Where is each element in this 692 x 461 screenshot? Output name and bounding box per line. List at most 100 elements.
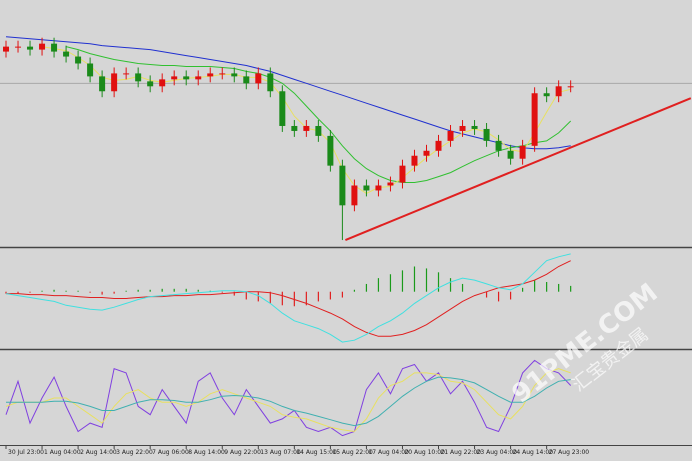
x-tick-label: 27 Aug 23:00	[549, 449, 590, 456]
candle-body	[315, 125, 322, 136]
x-tick-label: 23 Aug 04:00	[477, 449, 518, 456]
histogram-bar	[17, 291, 19, 294]
histogram-bar	[413, 266, 416, 292]
candle-body	[75, 56, 82, 64]
x-tick-label: 30 Jul 23:00	[8, 449, 44, 456]
histogram-bar	[53, 289, 55, 292]
histogram-bar	[329, 291, 331, 300]
candle-body	[363, 185, 370, 191]
candle-body	[267, 73, 274, 92]
x-tick-label: 24 Aug 14:00	[513, 449, 554, 456]
histogram-bar	[377, 278, 380, 292]
x-tick-label: 8 Aug 14:00	[188, 449, 225, 456]
histogram-bar	[389, 274, 392, 292]
histogram-bar	[281, 291, 283, 306]
histogram-bar	[341, 291, 343, 298]
candle-body	[183, 76, 190, 80]
histogram-bar	[401, 270, 404, 292]
candle-body	[195, 76, 202, 80]
histogram-bar	[425, 268, 428, 292]
candle-body	[159, 79, 166, 87]
histogram-bar	[233, 291, 235, 296]
histogram-bar	[365, 283, 368, 292]
candle-body	[111, 73, 118, 92]
x-tick-label: 7 Aug 06:00	[152, 449, 189, 456]
x-tick-label: 2 Aug 14:00	[80, 449, 117, 456]
histogram-bar	[173, 288, 175, 292]
indicator-line	[5, 359, 572, 437]
histogram-bar	[41, 290, 43, 292]
histogram-bar	[509, 291, 512, 300]
indicator-line	[5, 253, 571, 343]
histogram-bar	[461, 283, 464, 292]
candle-body	[471, 125, 478, 129]
histogram-bar	[449, 278, 452, 292]
candle-body	[423, 150, 430, 156]
histogram-bar	[29, 291, 31, 293]
candle-body	[435, 140, 442, 151]
candle-body	[555, 86, 562, 97]
candle-body	[123, 73, 130, 75]
candle-body	[27, 46, 34, 50]
histogram-bar	[353, 289, 356, 292]
candle-body	[207, 73, 214, 77]
histogram-bar	[125, 290, 127, 292]
candle-body	[387, 182, 394, 186]
candle-body	[147, 81, 154, 87]
histogram-bar	[149, 289, 151, 292]
histogram-bar	[65, 290, 67, 292]
candle-body	[99, 76, 106, 92]
histogram-bar	[570, 285, 572, 292]
histogram-bar	[497, 291, 500, 302]
candle-body	[483, 128, 490, 141]
histogram-bar	[293, 291, 295, 307]
candle-body	[3, 46, 10, 52]
histogram-bar	[317, 291, 319, 302]
histogram-bar	[5, 291, 7, 294]
candle-body	[39, 43, 46, 50]
candle-body	[507, 150, 514, 159]
x-tick-label: 21 Aug 22:00	[441, 449, 482, 456]
x-tick-label: 17 Aug 04:00	[368, 449, 409, 456]
candle-body	[567, 86, 574, 88]
histogram-bar	[269, 291, 271, 304]
candle-body	[171, 76, 178, 80]
candle-body	[135, 73, 142, 82]
histogram-bar	[137, 289, 139, 292]
candle-body	[327, 135, 334, 166]
candle-body	[375, 185, 382, 191]
candle-body	[339, 165, 346, 206]
x-tick-label: 13 Aug 07:00	[260, 449, 301, 456]
candle-body	[519, 145, 526, 159]
histogram-bar	[185, 288, 187, 292]
histogram-bar	[485, 291, 488, 298]
trendline	[345, 97, 692, 241]
candle-body	[447, 130, 454, 141]
indicator-line	[5, 36, 571, 150]
candle-body	[243, 76, 250, 84]
histogram-bar	[113, 291, 115, 294]
histogram-bar	[558, 283, 560, 292]
histogram-bar	[245, 291, 247, 300]
indicator-line	[5, 368, 571, 433]
histogram-bar	[534, 280, 536, 292]
histogram-bar	[221, 291, 223, 293]
indicator-line	[6, 260, 571, 337]
histogram-bar	[546, 282, 548, 292]
histogram-bar	[257, 291, 259, 302]
x-tick-label: 3 Aug 22:00	[116, 449, 153, 456]
indicator-line	[6, 376, 571, 427]
candle-body	[15, 46, 22, 48]
candle-body	[279, 91, 286, 126]
candle-body	[51, 43, 58, 52]
candle-body	[351, 185, 358, 206]
histogram-bar	[77, 290, 79, 292]
indicator-line	[65, 46, 572, 183]
candle-body	[459, 125, 466, 131]
candle-body	[63, 51, 70, 57]
candle-body	[411, 155, 418, 166]
histogram-bar	[437, 272, 440, 292]
